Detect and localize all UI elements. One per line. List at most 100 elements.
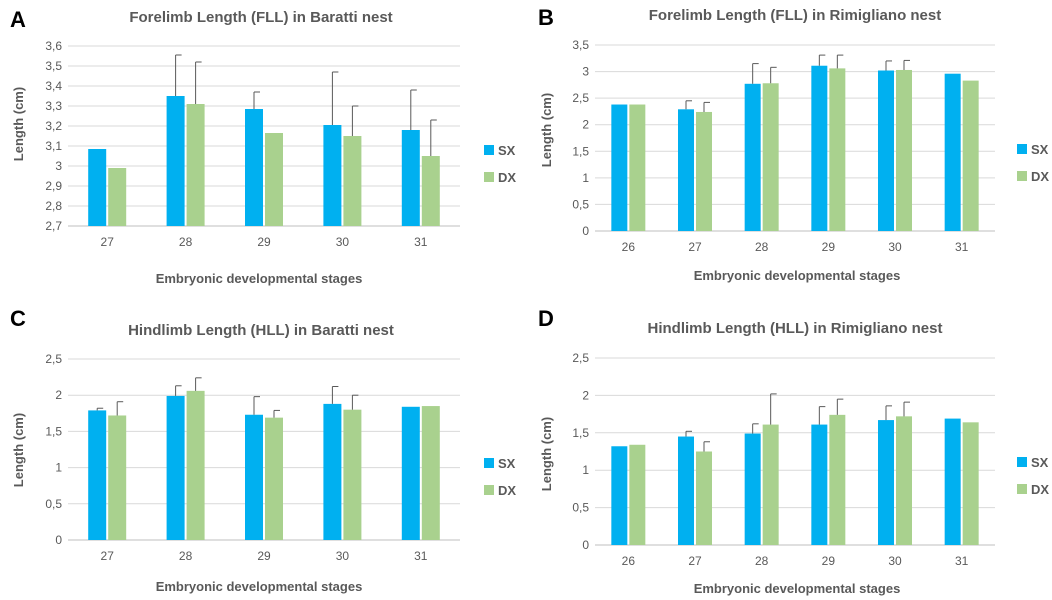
x-tick-label: 29	[822, 554, 836, 568]
x-tick-label: 29	[257, 549, 271, 563]
bar-sx	[744, 433, 761, 545]
x-tick-label: 26	[622, 240, 636, 254]
legend-label-sx: SX	[498, 143, 516, 158]
panel-d: D Hindlimb Length (HLL) in Rimigliano ne…	[538, 306, 1049, 596]
bar-dx	[343, 136, 362, 226]
x-tick-label: 27	[101, 549, 115, 563]
bar-sx	[944, 73, 961, 231]
y-tick-label: 3,6	[45, 39, 62, 53]
bar-dx	[421, 156, 440, 226]
legend-label-dx: DX	[1031, 482, 1049, 497]
bar-dx	[343, 409, 362, 540]
legend-swatch-sx	[484, 458, 494, 468]
bar-sx	[678, 436, 694, 545]
y-tick-label: 3,4	[45, 79, 62, 93]
y-tick-label: 2,8	[45, 199, 62, 213]
bar-sx	[88, 149, 107, 226]
y-tick-label: 2,9	[45, 179, 62, 193]
y-tick-label: 2	[582, 388, 589, 402]
x-axis-label: Embryonic developmental stages	[694, 268, 901, 283]
y-tick-label: 1,5	[45, 424, 62, 438]
legend-swatch-sx	[1017, 144, 1027, 154]
y-tick-label: 3,2	[45, 119, 62, 133]
legend-swatch-dx	[484, 172, 494, 182]
bar-sx	[323, 403, 342, 540]
bar-dx	[186, 104, 205, 226]
bar-dx	[186, 390, 205, 540]
y-tick-label: 2	[582, 118, 589, 132]
x-tick-label: 28	[755, 240, 769, 254]
y-tick-label: 0	[55, 533, 62, 547]
bar-sx	[401, 130, 420, 226]
y-tick-label: 3	[55, 159, 62, 173]
bar-sx	[166, 96, 185, 226]
bar-dx	[108, 415, 127, 540]
y-tick-label: 2,5	[572, 351, 589, 365]
bar-sx	[611, 446, 628, 545]
y-tick-label: 1	[582, 171, 589, 185]
bar-dx	[962, 80, 979, 231]
y-tick-label: 2,5	[45, 352, 62, 366]
bar-dx	[696, 451, 712, 545]
y-tick-label: 3,5	[45, 59, 62, 73]
legend-swatch-dx	[1017, 484, 1027, 494]
chart-title: Hindlimb Length (HLL) in Rimigliano nest	[648, 320, 943, 337]
panel-letter: A	[10, 7, 26, 32]
x-tick-label: 27	[688, 554, 702, 568]
panel-c: C Hindlimb Length (HLL) in Baratti nest …	[10, 306, 516, 594]
y-tick-label: 1	[582, 463, 589, 477]
bar-dx	[896, 69, 912, 231]
bar-sx	[744, 83, 761, 232]
legend-swatch-sx	[484, 145, 494, 155]
legend-label-sx: SX	[1031, 455, 1049, 470]
legend: SX DX	[1017, 142, 1049, 184]
bar-dx	[629, 444, 646, 545]
y-tick-label: 1	[55, 461, 62, 475]
legend-swatch-dx	[484, 485, 494, 495]
bar-sx	[166, 395, 185, 540]
x-tick-label: 29	[257, 235, 271, 249]
x-tick-label: 28	[179, 235, 193, 249]
legend-label-dx: DX	[498, 170, 516, 185]
x-tick-label: 28	[179, 549, 193, 563]
y-tick-label: 3,3	[45, 99, 62, 113]
y-tick-label: 0,5	[572, 197, 589, 211]
y-tick-label: 2,5	[572, 91, 589, 105]
y-tick-label: 3	[582, 65, 589, 79]
bar-dx	[696, 111, 712, 231]
legend-swatch-sx	[1017, 457, 1027, 467]
x-tick-label: 30	[888, 554, 902, 568]
x-axis-label: Embryonic developmental stages	[156, 579, 363, 594]
plot-area: 2,7 2,8 2,9 3 3,1 3,2 3,3 3,4 3,5 3,6 27 28 29 30 31	[45, 39, 460, 249]
legend: SX DX	[484, 456, 516, 498]
chart-title: Hindlimb Length (HLL) in Baratti nest	[128, 322, 394, 339]
bar-sx	[88, 410, 107, 540]
bar-sx	[811, 65, 828, 232]
legend-label-sx: SX	[1031, 142, 1049, 157]
legend: SX DX	[484, 143, 516, 185]
legend-swatch-dx	[1017, 171, 1027, 181]
y-axis-label: Length (cm)	[11, 87, 26, 161]
bar-dx	[896, 416, 912, 545]
x-tick-label: 27	[101, 235, 115, 249]
panel-b: B Forelimb Length (FLL) in Rimigliano ne…	[538, 5, 1049, 283]
y-tick-label: 3,1	[45, 139, 62, 153]
bar-sx	[878, 420, 894, 545]
legend: SX DX	[1017, 455, 1049, 497]
x-tick-label: 31	[414, 235, 428, 249]
x-tick-label: 30	[888, 240, 902, 254]
bar-sx	[323, 125, 342, 226]
bar-dx	[829, 68, 846, 231]
x-tick-label: 31	[955, 554, 969, 568]
y-tick-label: 0,5	[45, 497, 62, 511]
legend-label-dx: DX	[1031, 169, 1049, 184]
plot-area: 0 0,5 1 1,5 2 2,5 26 27 28 29 30 31	[572, 351, 995, 568]
plot-area: 0 0,5 1 1,5 2 2,5 27 28 29 30 31	[45, 352, 460, 563]
bar-dx	[762, 83, 779, 232]
panel-letter: C	[10, 306, 26, 331]
legend-label-dx: DX	[498, 483, 516, 498]
bar-dx	[762, 424, 779, 545]
x-tick-label: 30	[336, 235, 350, 249]
x-tick-label: 31	[955, 240, 969, 254]
